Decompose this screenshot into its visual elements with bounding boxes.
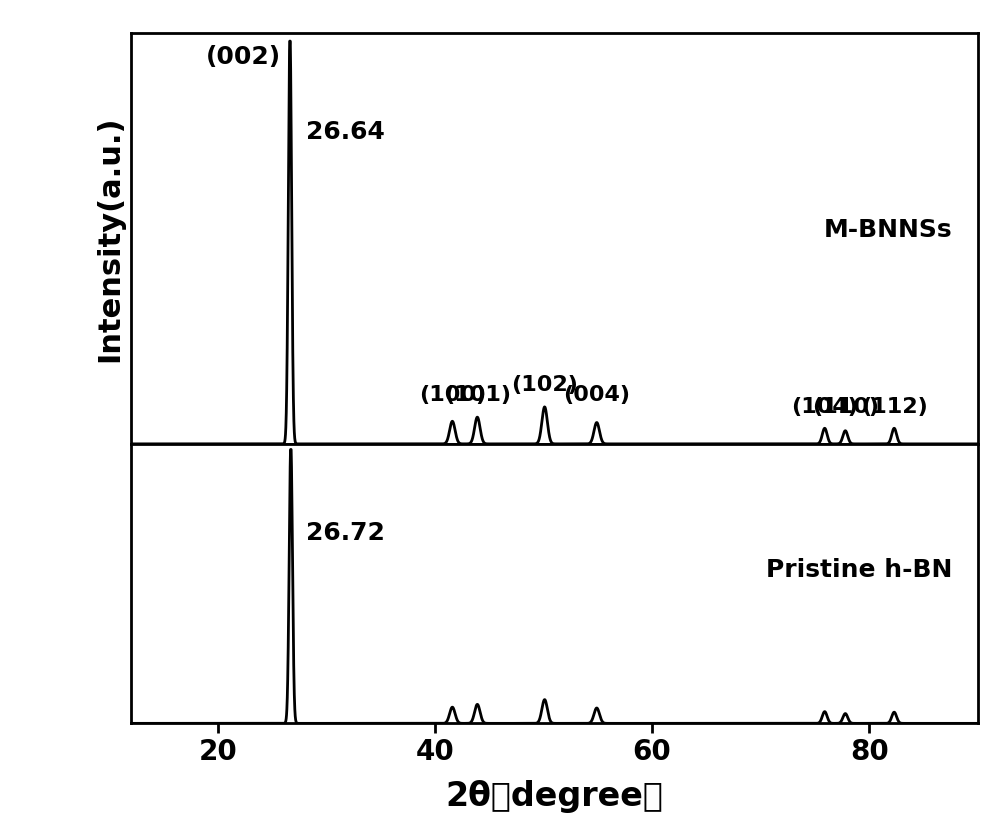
Text: (100): (100) <box>418 385 486 404</box>
Text: (004): (004) <box>563 385 630 404</box>
Text: M-BNNSs: M-BNNSs <box>824 218 953 242</box>
Text: (110): (110) <box>811 397 879 418</box>
Y-axis label: Intensity(a.u.): Intensity(a.u.) <box>95 115 124 362</box>
Text: (002): (002) <box>207 45 281 69</box>
Text: 26.72: 26.72 <box>306 521 385 545</box>
X-axis label: 2θ（degree）: 2θ（degree） <box>446 780 663 813</box>
Text: 26.64: 26.64 <box>306 119 385 144</box>
Text: Pristine h-BN: Pristine h-BN <box>766 557 953 582</box>
Text: (101): (101) <box>444 385 511 404</box>
Text: (104): (104) <box>791 397 858 418</box>
Text: (102): (102) <box>511 375 578 395</box>
Text: (112): (112) <box>861 397 927 418</box>
